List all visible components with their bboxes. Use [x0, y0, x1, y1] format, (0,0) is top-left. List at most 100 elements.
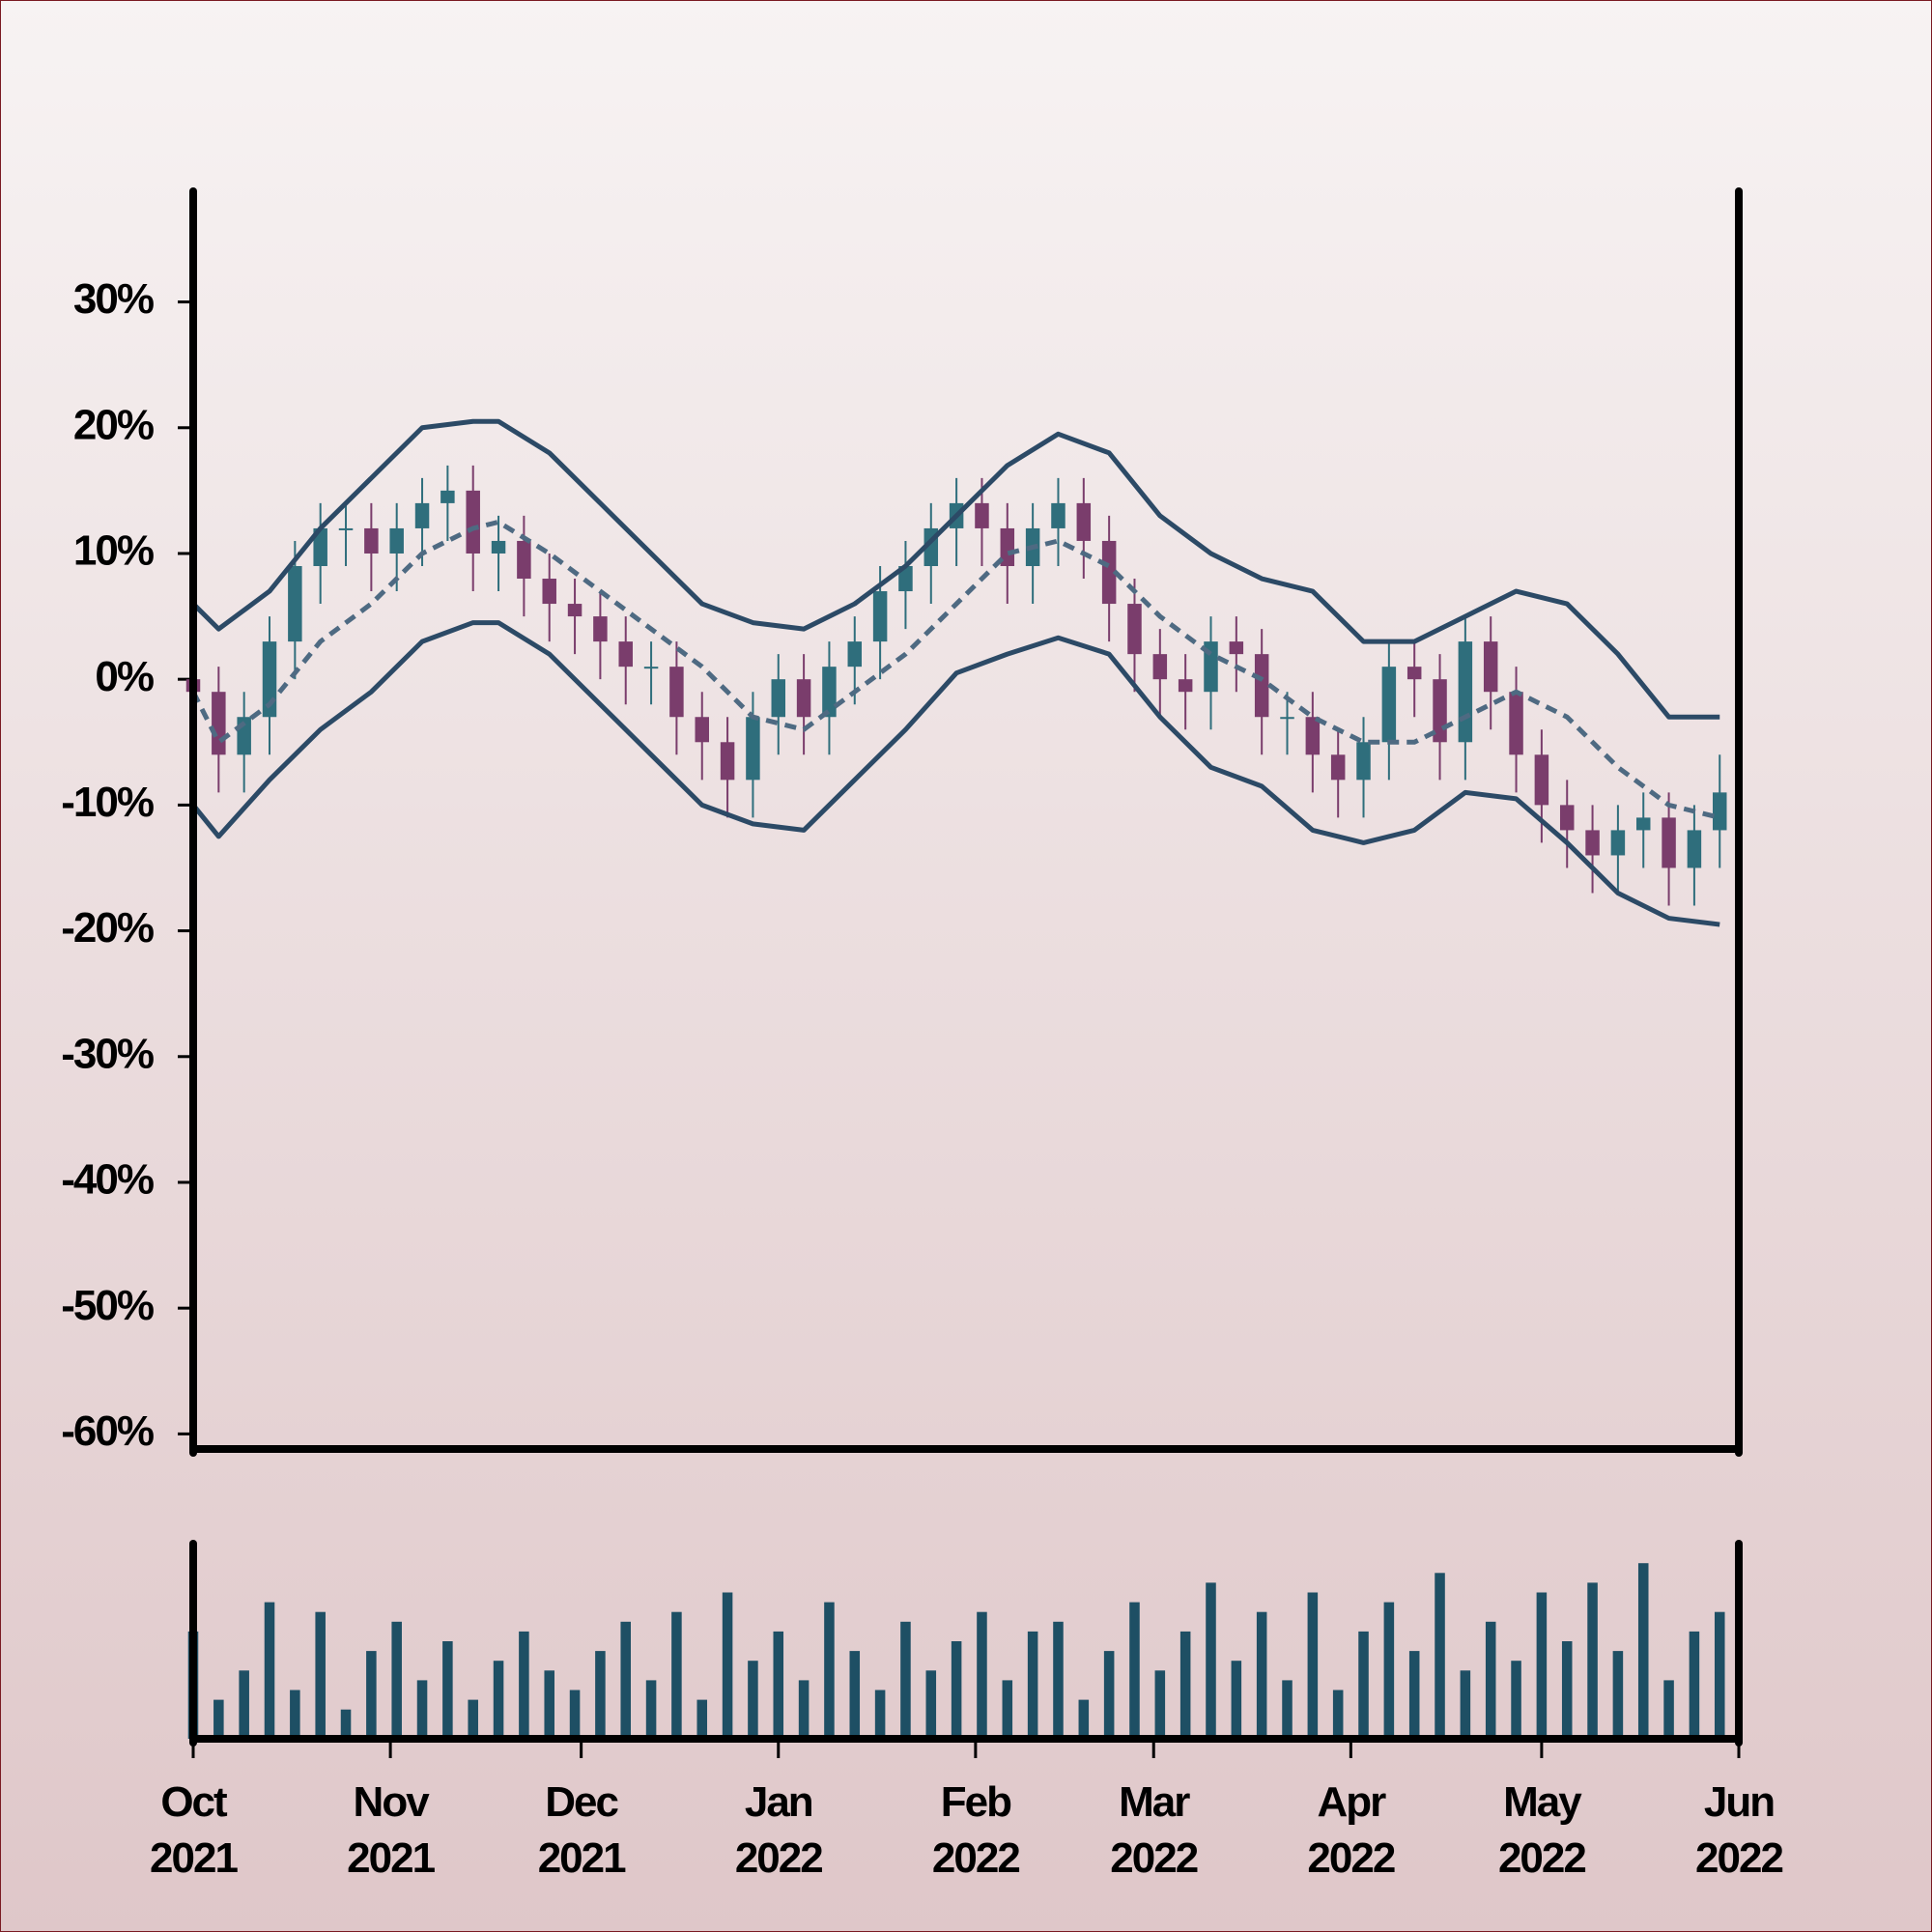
candle-body — [1662, 817, 1676, 868]
volume-bar — [569, 1690, 581, 1739]
y-tick-label: -10% — [61, 779, 154, 826]
volume-bar — [1485, 1621, 1496, 1739]
candle-body — [1534, 754, 1549, 806]
candle-body — [1458, 641, 1473, 743]
y-tick-label: 0% — [95, 653, 153, 700]
x-tick-label: Apr 2022 — [1307, 1778, 1394, 1882]
volume-bar — [925, 1670, 937, 1739]
candle-body — [1713, 792, 1727, 831]
candle-body — [1254, 654, 1269, 718]
volume-bar — [1587, 1582, 1598, 1739]
candle-body — [542, 579, 556, 605]
volume-bar — [544, 1670, 554, 1739]
candle-body — [1000, 527, 1015, 566]
volume-bar — [315, 1611, 326, 1739]
candle-body — [643, 667, 659, 669]
volume-bar — [798, 1680, 810, 1739]
volume-bar — [1154, 1670, 1166, 1739]
candle-body — [567, 604, 582, 617]
x-tick-label: Mar 2022 — [1110, 1778, 1197, 1882]
volume-bar — [213, 1699, 224, 1739]
volume-bar — [722, 1592, 733, 1739]
candle-body — [771, 679, 786, 718]
candle-body — [720, 742, 735, 781]
candle-body — [466, 490, 480, 554]
candle-body — [1610, 830, 1626, 856]
x-tick-label: May 2022 — [1498, 1778, 1585, 1882]
x-tick-label: Oct 2021 — [150, 1778, 238, 1882]
candle-body — [1559, 805, 1575, 831]
candle-body — [1076, 502, 1092, 541]
y-tick-label: -60% — [61, 1407, 154, 1455]
candle-body — [1381, 667, 1397, 743]
y-tick-label: -30% — [61, 1030, 154, 1077]
volume-bar — [1332, 1690, 1344, 1739]
volume-bar — [595, 1651, 606, 1739]
candle-body — [1051, 502, 1065, 528]
volume-bar — [977, 1611, 987, 1739]
volume-bar — [1078, 1699, 1090, 1739]
candle-body — [593, 616, 608, 642]
candle-body — [389, 527, 404, 554]
candle-body — [212, 692, 226, 755]
volume-bar — [1231, 1661, 1242, 1739]
candle-body — [1127, 604, 1142, 655]
volume-bar — [1383, 1602, 1395, 1739]
volume-bar — [493, 1661, 504, 1739]
candle-body — [1687, 830, 1702, 868]
band-line — [191, 418, 1720, 720]
volume-bar — [951, 1641, 962, 1739]
candle-body — [1152, 654, 1168, 680]
candle-body — [822, 667, 837, 718]
volume-bar — [519, 1631, 529, 1739]
volume-bar — [1714, 1611, 1725, 1739]
volume-bar — [696, 1699, 708, 1739]
candle-body — [1229, 641, 1244, 655]
volume-bar — [442, 1641, 453, 1739]
candle-body — [288, 565, 302, 642]
candle-body — [491, 540, 506, 554]
y-tick-label: -50% — [61, 1282, 154, 1329]
volume-bar — [849, 1651, 861, 1739]
candle-body — [1585, 830, 1600, 856]
volume-bar — [1561, 1641, 1573, 1739]
volume-bar — [1663, 1680, 1674, 1739]
volume-bar — [416, 1680, 428, 1739]
candle-body — [338, 527, 354, 530]
volume-bar — [340, 1709, 352, 1739]
volume-bar — [773, 1631, 784, 1739]
candle-body — [1509, 692, 1523, 755]
volume-bar — [748, 1661, 758, 1739]
volume-bar — [1358, 1631, 1369, 1739]
y-tick-label: 10% — [73, 527, 154, 575]
volume-bar — [645, 1680, 657, 1739]
x-tick-label: Nov 2021 — [347, 1778, 435, 1882]
volume-bar — [1129, 1602, 1140, 1739]
volume-bar — [1053, 1621, 1064, 1739]
x-tick-label: Jun 2022 — [1695, 1778, 1782, 1882]
volume-bar — [1536, 1592, 1548, 1739]
candle-body — [1280, 717, 1294, 720]
volume-bar — [1612, 1651, 1624, 1739]
volume-bar — [874, 1690, 886, 1739]
volume-bar — [900, 1621, 911, 1739]
candle-body — [847, 641, 863, 668]
candle-body — [975, 502, 989, 528]
y-tick-label: 20% — [73, 401, 154, 448]
volume-bar — [1435, 1573, 1445, 1739]
volume-bar — [1179, 1631, 1191, 1739]
candle-body — [1406, 667, 1422, 680]
candle-body — [313, 527, 327, 566]
volume-bar — [1282, 1680, 1293, 1739]
volume-bar — [620, 1621, 632, 1739]
x-tick-label: Jan 2022 — [735, 1778, 822, 1882]
volume-bar — [290, 1690, 300, 1739]
band-line — [191, 620, 1720, 927]
candle-body — [364, 527, 379, 554]
x-tick-label: Dec 2021 — [538, 1778, 626, 1882]
candle-body — [1483, 641, 1498, 693]
candle-body — [1330, 754, 1346, 781]
x-tick-label: Feb 2022 — [932, 1778, 1019, 1882]
volume-bar — [1027, 1631, 1038, 1739]
